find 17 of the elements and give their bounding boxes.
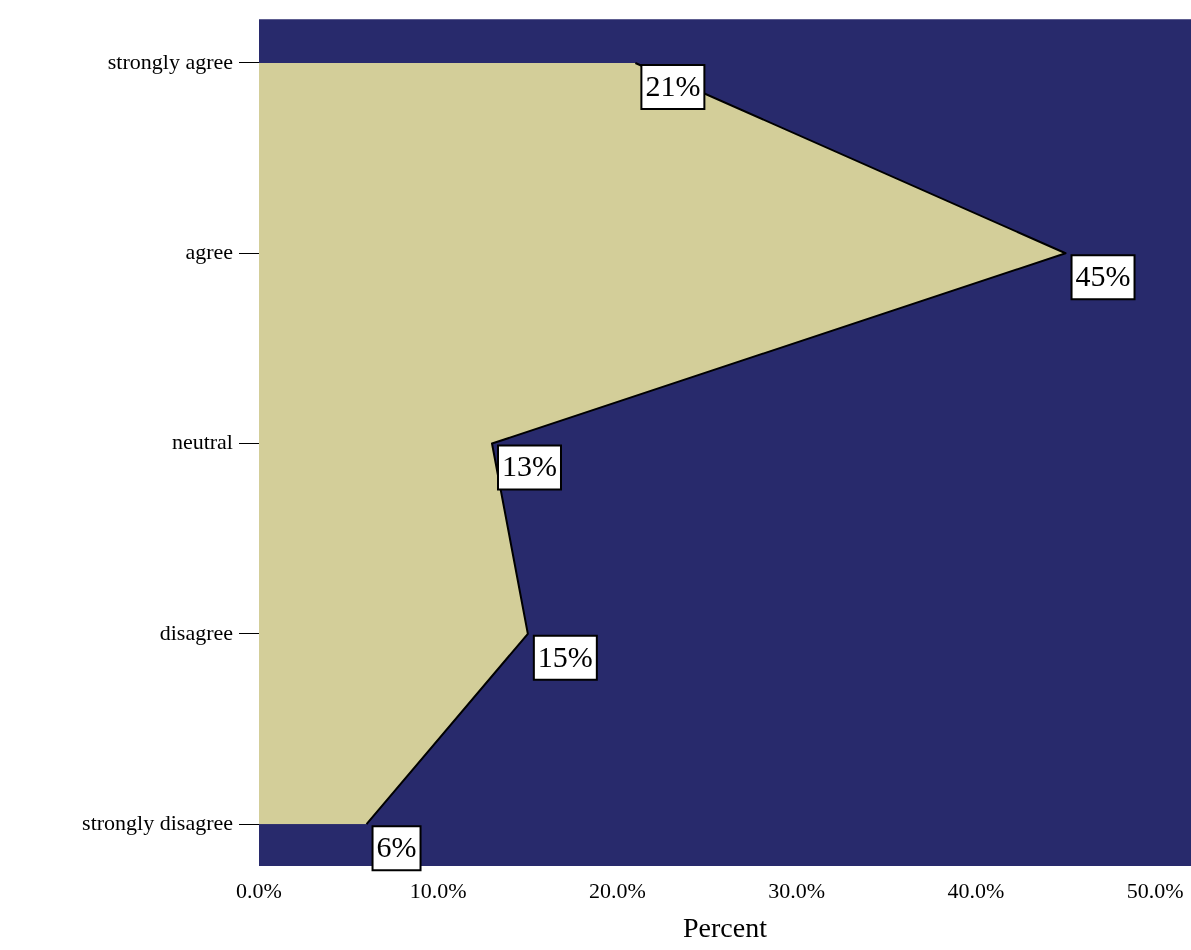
data-label: 6% — [376, 830, 417, 864]
y-tick-label: disagree — [159, 619, 233, 645]
data-label: 45% — [1075, 259, 1131, 293]
x-tick-label: 50.0% — [1126, 877, 1184, 903]
data-label: 15% — [537, 639, 593, 673]
y-tick-label: agree — [185, 239, 233, 265]
x-axis-title: Percent — [683, 911, 768, 943]
y-tick-label: strongly disagree — [82, 809, 233, 835]
data-label: 21% — [645, 68, 701, 102]
x-tick-label: 40.0% — [947, 877, 1005, 903]
y-tick-label: neutral — [171, 429, 233, 455]
y-tick-label: strongly agree — [107, 48, 233, 74]
x-tick-label: 20.0% — [589, 877, 646, 903]
x-tick-label: 30.0% — [768, 877, 826, 903]
data-label: 13% — [502, 449, 557, 483]
x-tick-label: 10.0% — [409, 877, 467, 903]
x-tick-label: 0.0% — [236, 877, 282, 903]
